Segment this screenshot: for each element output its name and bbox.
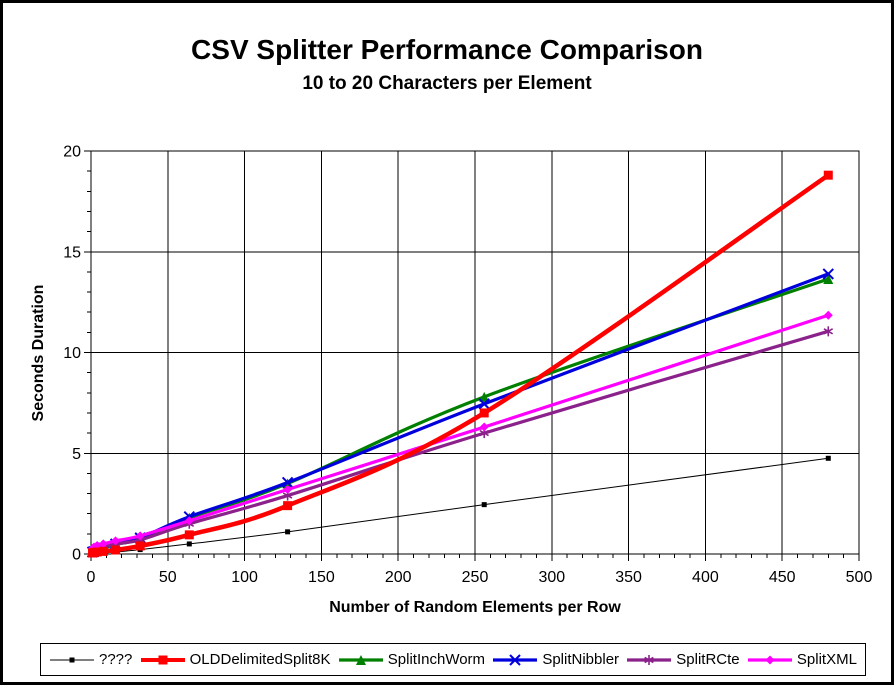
legend-label: ???? xyxy=(99,651,133,668)
legend-label: SplitInchWorm xyxy=(387,651,486,668)
marker-asterisk xyxy=(644,656,655,663)
series-OLDDelimitedSplit8K xyxy=(88,170,833,558)
legend-item-SplitXML: SplitXML xyxy=(747,651,857,668)
legend-item-SplitNibbler: SplitNibbler xyxy=(492,651,619,668)
marker-square xyxy=(283,501,293,511)
x-tick-label: 300 xyxy=(538,569,565,586)
x-tick-label: 350 xyxy=(615,569,642,586)
marker-diamond xyxy=(283,485,293,495)
x-tick-label: 0 xyxy=(87,569,96,586)
series-line xyxy=(92,457,829,555)
marker-square xyxy=(825,455,831,461)
series-SplitRCte xyxy=(87,326,834,557)
legend-item-????: ???? xyxy=(49,651,132,668)
marker-x xyxy=(478,398,490,410)
marker-asterisk xyxy=(823,328,834,335)
legend-key-diamond-icon xyxy=(747,655,792,664)
legend-label: OLDDelimitedSplit8K xyxy=(189,651,331,668)
marker-square xyxy=(135,541,145,551)
y-tick-label: 5 xyxy=(72,446,81,463)
series-line xyxy=(90,329,830,554)
legend-item-OLDDelimitedSplit8K: OLDDelimitedSplit8K xyxy=(140,651,331,668)
marker-triangle xyxy=(479,391,490,402)
legend-item-SplitInchWorm: SplitInchWorm xyxy=(338,651,485,668)
chart-title: CSV Splitter Performance Comparison xyxy=(191,34,703,65)
series-line xyxy=(90,272,830,554)
x-tick-label: 150 xyxy=(308,569,335,586)
y-tick-label: 10 xyxy=(63,345,81,362)
marker-diamond xyxy=(479,422,489,432)
x-axis-title: Number of Random Elements per Row xyxy=(329,599,621,616)
chart-plot: 0 50 100 150 200 250 300 350 400 450 500 0 5 10 15 20 xyxy=(63,144,873,587)
legend-key-asterisk-icon xyxy=(627,654,672,665)
legend-key-triangle-icon xyxy=(338,654,383,665)
series-???? xyxy=(90,455,831,557)
legend-key-square-icon xyxy=(50,657,94,662)
y-tick-label: 0 xyxy=(72,547,81,564)
marker-square xyxy=(184,530,194,540)
marker-x xyxy=(822,268,834,280)
marker-x xyxy=(509,653,522,666)
marker-square xyxy=(69,657,75,662)
marker-square xyxy=(111,545,121,555)
legend: ???? OLDDelimitedSplit8K SplitInchWorm Spli… xyxy=(40,643,866,676)
legend-key-square-icon xyxy=(140,655,185,664)
marker-square xyxy=(98,546,108,556)
marker-diamond xyxy=(111,536,121,546)
marker-diamond xyxy=(765,655,775,664)
marker-diamond xyxy=(135,531,145,541)
x-tick-label: 500 xyxy=(846,569,873,586)
x-tick-label: 200 xyxy=(385,569,412,586)
marker-square xyxy=(186,541,192,547)
marker-square xyxy=(285,529,291,535)
marker-diamond xyxy=(184,516,194,526)
series-SplitXML xyxy=(88,310,833,553)
marker-x xyxy=(281,476,294,489)
marker-square xyxy=(823,170,833,180)
legend-item-SplitRCte: SplitRCte xyxy=(626,651,740,668)
series-SplitNibbler xyxy=(86,268,834,558)
marker-triangle xyxy=(823,273,834,284)
x-tick-label: 450 xyxy=(769,569,796,586)
marker-square xyxy=(481,502,487,508)
marker-square xyxy=(92,547,102,557)
x-tick-label: 400 xyxy=(692,569,719,586)
x-tick-label: 50 xyxy=(159,569,177,586)
marker-diamond xyxy=(823,310,833,320)
legend-label: SplitRCte xyxy=(676,651,740,668)
x-tick-label: 100 xyxy=(231,569,258,586)
marker-square xyxy=(158,655,168,664)
marker-asterisk xyxy=(282,492,293,499)
chart-subtitle: 10 to 20 Characters per Element xyxy=(302,73,592,94)
marker-diamond xyxy=(98,539,108,549)
legend-label: SplitXML xyxy=(796,651,857,668)
marker-square xyxy=(479,408,489,418)
legend-label: SplitNibbler xyxy=(542,651,620,668)
y-tick-label: 15 xyxy=(63,244,81,261)
marker-triangle xyxy=(355,654,366,665)
x-tick-label: 250 xyxy=(462,569,489,586)
y-tick-label: 20 xyxy=(63,144,81,161)
series-SplitInchWorm xyxy=(87,273,834,558)
marker-asterisk xyxy=(479,429,489,437)
legend-key-x-icon xyxy=(493,653,538,666)
